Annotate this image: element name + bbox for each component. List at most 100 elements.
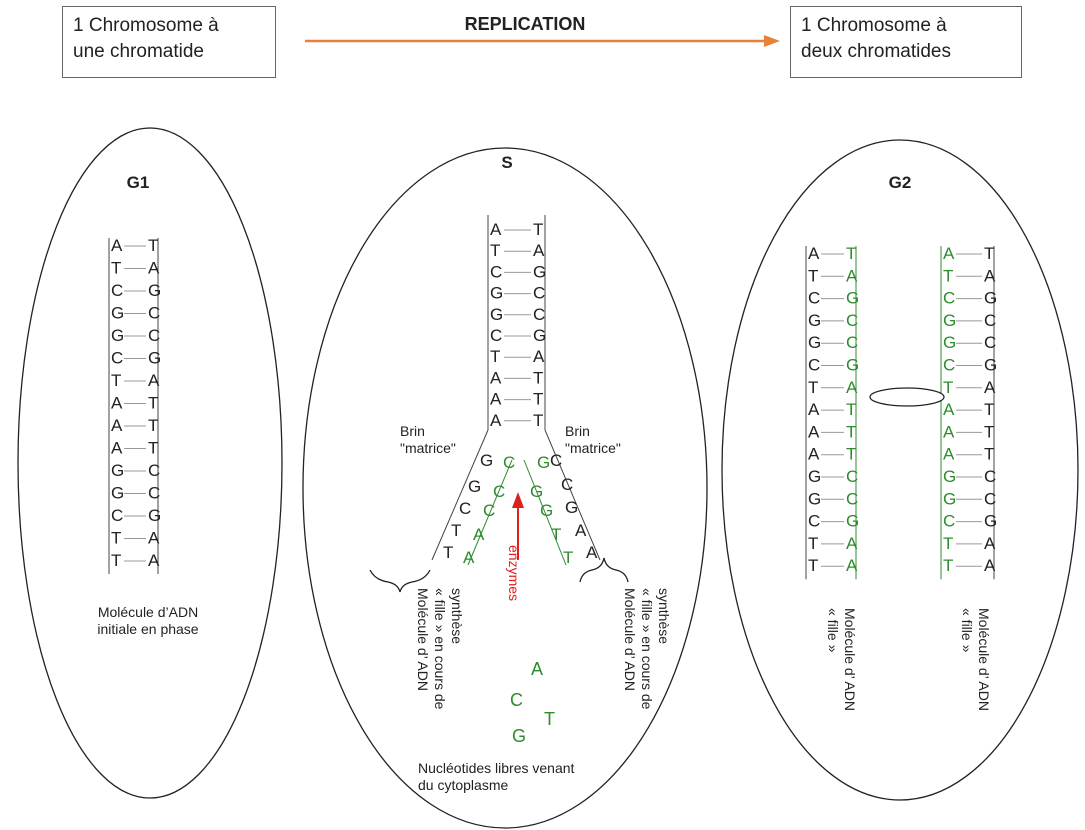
ellipse-g1: [17, 127, 283, 799]
g2-mol2-base-right: C: [984, 467, 996, 486]
s-fork-left-new-base: A: [473, 525, 485, 544]
s-daughter-label-right-line1: Molécule d’ ADN: [622, 588, 638, 691]
g2-mol1-base-right: G: [846, 356, 859, 375]
g1-base-left: C: [111, 349, 123, 368]
s-stem-base-right: C: [533, 305, 545, 324]
g2-mol1-base-right: G: [846, 289, 859, 308]
g2-mol2-base-right: A: [984, 378, 996, 397]
g2-daughter-label-left-line2: « fille »: [825, 608, 841, 653]
g2-mol1-base-left: G: [808, 333, 821, 352]
g2-mol2-base-left: G: [943, 489, 956, 508]
phase-g2: G2A TT AC GG CG CC GT AA TA TA TG CG CC GT AT AA TT AC GG C…: [805, 173, 997, 711]
g1-base-right: T: [148, 236, 158, 255]
box-one-chromatid-line2: une chromatide: [73, 41, 204, 62]
s-fork-right-template-line: [544, 429, 601, 561]
g2-mol1-base-right: T: [846, 400, 856, 419]
g2-mol2-base-right: C: [984, 333, 996, 352]
s-stem-base-left: T: [490, 347, 500, 366]
g2-mol1-base-right: C: [846, 333, 858, 352]
s-stem-base-right: G: [533, 326, 546, 345]
s-stem-base-right: T: [533, 390, 543, 409]
s-fork-right-template-base: C: [550, 451, 562, 470]
g2-mol1-base-left: G: [808, 467, 821, 486]
s-stem-base-left: G: [490, 284, 503, 303]
s-daughter-label-left-line3: synthèse: [449, 588, 465, 644]
s-fork-left-template-base: G: [480, 451, 493, 470]
g2-mol1-base-left: G: [808, 311, 821, 330]
g2-mol1-base-right: G: [846, 512, 859, 531]
g2-mol2-base-left: G: [943, 333, 956, 352]
g2-centromere: [869, 387, 945, 407]
g1-base-right: A: [148, 371, 160, 390]
g1-base-left: A: [111, 439, 123, 458]
s-fork-right-new-base: G: [540, 501, 553, 520]
s-fork-left-new-base: C: [483, 501, 495, 520]
g2-daughter-label-right: Molécule d’ ADN« fille »: [959, 608, 992, 711]
g2-mol1-base-left: A: [808, 445, 820, 464]
s-daughter-label-left-line1: Molécule d’ ADN: [415, 588, 431, 691]
g2-mol2-base-left: A: [943, 445, 955, 464]
ellipse-s: [302, 147, 708, 829]
g2-mol2-base-left: G: [943, 467, 956, 486]
g1-base-right: A: [148, 529, 160, 548]
s-fork-left-new-base: A: [463, 548, 475, 567]
g1-base-right: T: [148, 394, 158, 413]
s-fork-right-new-base: T: [551, 525, 561, 544]
s-fork-left-new-base: C: [503, 453, 515, 472]
s-fork-right-new-line: [523, 459, 567, 566]
g2-mol1-base-right: T: [846, 244, 856, 263]
g2-daughter-label-right-line2: « fille »: [959, 608, 975, 653]
s-fork-right-template-base: G: [565, 498, 578, 517]
s-nucleotides-caption-line2: du cytoplasme: [418, 777, 508, 793]
g2-mol2-base-right: G: [984, 289, 997, 308]
box-two-chromatids-line2: deux chromatides: [801, 41, 951, 62]
g2-label: G2: [889, 173, 912, 192]
g2-mol2-base-left: A: [943, 422, 955, 441]
s-fork-left-new-line: [467, 459, 513, 566]
s-stem-base-left: C: [490, 262, 502, 281]
g1-base-right: T: [148, 416, 158, 435]
g1-base-right: C: [148, 326, 160, 345]
s-stem-base-right: T: [533, 368, 543, 387]
box-one-chromatid-line1: 1 Chromosome à: [73, 15, 219, 36]
s-brin-right-line1: Brin: [565, 423, 590, 439]
g1-base-left: G: [111, 326, 124, 345]
g2-mol1-base-left: C: [808, 512, 820, 531]
g2-mol1-base-right: A: [846, 378, 858, 397]
s-stem-base-left: A: [490, 368, 502, 387]
g2-mol2-base-left: T: [943, 556, 953, 575]
g1-base-right: A: [148, 551, 160, 570]
s-stem-base-right: G: [533, 262, 546, 281]
g2-mol1-base-left: C: [808, 356, 820, 375]
s-fork-left-template-base: T: [451, 521, 461, 540]
g1-base-right: T: [148, 439, 158, 458]
s-free-nucleotide: G: [512, 726, 526, 746]
s-daughter-label-left-line2: « fille » en cours de: [432, 588, 448, 710]
g1-base-left: A: [111, 416, 123, 435]
s-nucleotides-caption-line1: Nucléotides libres venant: [418, 760, 575, 776]
s-brin-left-line2: "matrice": [400, 440, 456, 456]
g2-mol2-base-right: T: [984, 400, 994, 419]
g2-mol2-base-left: C: [943, 356, 955, 375]
s-stem-base-right: A: [533, 241, 545, 260]
g1-base-right: G: [148, 506, 161, 525]
g1-base-left: T: [111, 259, 121, 278]
g1-base-right: C: [148, 304, 160, 323]
s-stem-base-right: T: [533, 411, 543, 430]
g2-mol1-base-left: G: [808, 489, 821, 508]
g1-base-left: T: [111, 529, 121, 548]
s-fork-right-template-base: A: [575, 521, 587, 540]
g1-caption-line1: Molécule d’ADN: [98, 604, 198, 620]
s-brin-right-line2: "matrice": [565, 440, 621, 456]
g1-base-left: C: [111, 506, 123, 525]
s-free-nucleotide: T: [544, 709, 555, 729]
s-free-nucleotide: C: [510, 690, 523, 710]
s-brace-right: [579, 557, 629, 583]
replication-arrow-head: [764, 35, 780, 47]
s-daughter-label-left: Molécule d’ ADN « fille » en cours de synt…: [415, 588, 465, 710]
g2-mol2-base-left: C: [943, 289, 955, 308]
s-stem-base-right: C: [533, 284, 545, 303]
box-one-chromatid: 1 Chromosome à une chromatide: [62, 6, 276, 78]
g2-mol2-base-left: T: [943, 266, 953, 285]
